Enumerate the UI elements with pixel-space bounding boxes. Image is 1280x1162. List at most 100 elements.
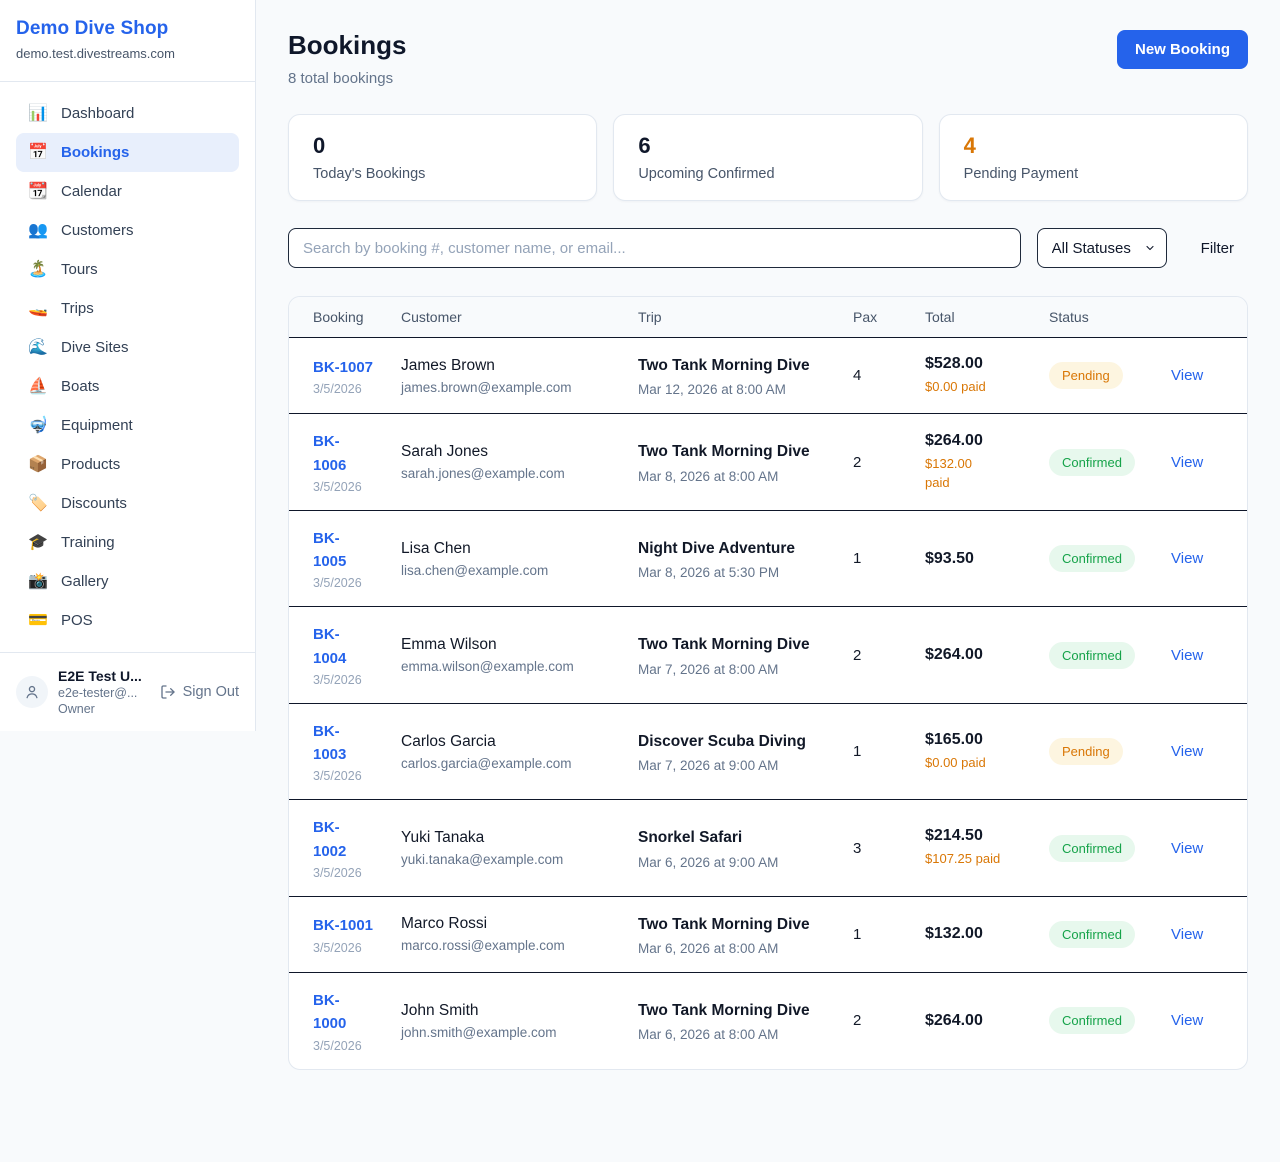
pax-count: 2 (853, 1012, 862, 1030)
sidebar-item-equipment[interactable]: 🤿 Equipment (28, 416, 133, 434)
status-select-wrap: All Statuses (1036, 228, 1167, 268)
stat-label: Today's Bookings (313, 166, 426, 182)
table-row: BK-1007 3/5/2026 James Brown james.brown… (289, 338, 1247, 414)
column-header-pax: Pax (853, 297, 925, 338)
booking-date: 3/5/2026 (313, 381, 362, 396)
view-link[interactable]: View (1171, 743, 1204, 760)
status-badge: Confirmed (1049, 1007, 1135, 1035)
search-input[interactable] (288, 228, 1021, 268)
filter-button[interactable]: Filter (1200, 239, 1234, 257)
sidebar-user-section: E2E Test U... e2e-tester@... Owner Sign … (0, 652, 255, 731)
page-title: Bookings (288, 30, 407, 60)
booking-date: 3/5/2026 (313, 576, 362, 591)
status-select[interactable]: All Statuses (1036, 228, 1167, 268)
total-amount: $264.00 (925, 431, 983, 449)
filter-bar: All Statuses Filter (288, 228, 1248, 268)
stat-card-upcoming-confirmed: 6 Upcoming Confirmed (613, 114, 923, 201)
calendar-icon: 📆 (28, 182, 48, 200)
bookings-calendar-icon: 📅 (28, 143, 48, 161)
pax-count: 1 (853, 925, 862, 943)
sidebar-item-calendar[interactable]: 📆 Calendar (28, 182, 122, 200)
status-badge: Confirmed (1049, 920, 1135, 948)
equipment-mask-icon: 🤿 (28, 416, 48, 434)
stat-value: 4 (963, 133, 976, 158)
paid-amount: $0.00 paid (925, 378, 986, 394)
sidebar-item-boats[interactable]: ⛵ Boats (28, 377, 100, 395)
sidebar-item-products[interactable]: 📦 Products (28, 455, 121, 473)
booking-id-link[interactable]: BK- 1004 (313, 626, 347, 667)
shop-domain: demo.test.divestreams.com (16, 46, 175, 61)
booking-id-link[interactable]: BK-1001 (313, 917, 374, 935)
shop-name: Demo Dive Shop (16, 18, 169, 39)
customer-email: james.brown@example.com (401, 379, 572, 395)
pax-count: 2 (853, 453, 862, 471)
pax-count: 1 (853, 743, 862, 760)
user-role: Owner (58, 702, 95, 716)
main-content: Bookings 8 total bookings New Booking 0 … (256, 0, 1280, 1094)
total-amount: $214.50 (925, 827, 983, 845)
user-icon (26, 685, 38, 699)
customer-email: john.smith@example.com (401, 1024, 557, 1040)
booking-id-link[interactable]: BK- 1002 (313, 819, 347, 860)
status-badge: Confirmed (1049, 641, 1135, 669)
booking-id-link[interactable]: BK- 1003 (313, 722, 347, 763)
booking-id-link[interactable]: BK- 1005 (313, 529, 347, 570)
view-link[interactable]: View (1171, 839, 1204, 857)
table-row: BK- 1000 3/5/2026 John Smith john.smith@e… (289, 972, 1247, 1069)
trip-name: Two Tank Morning Dive (638, 357, 810, 374)
dive-sites-wave-icon: 🌊 (28, 338, 48, 356)
trip-name: Snorkel Safari (638, 829, 743, 847)
sidebar-item-customers[interactable]: 👥 Customers (28, 221, 134, 239)
sidebar-item-discounts[interactable]: 🏷️ Discounts (28, 494, 127, 512)
sidebar-item-training[interactable]: 🎓 Training (28, 533, 115, 551)
sidebar-item-dive-sites[interactable]: 🌊 Dive Sites (28, 338, 129, 356)
status-badge: Confirmed (1049, 834, 1135, 862)
pax-count: 4 (853, 367, 862, 385)
sidebar-item-trips[interactable]: 🚤 Trips (28, 299, 94, 317)
trip-name: Discover Scuba Diving (638, 732, 806, 750)
view-link[interactable]: View (1171, 453, 1204, 471)
sidebar-item-bookings[interactable]: 📅 Bookings (16, 133, 239, 172)
sidebar-item-gallery[interactable]: 📸 Gallery (28, 572, 109, 590)
trip-datetime: Mar 12, 2026 at 8:00 AM (638, 382, 786, 398)
trip-name: Night Dive Adventure (638, 539, 796, 557)
bookings-count: 8 total bookings (288, 70, 394, 87)
customer-email: emma.wilson@example.com (401, 659, 574, 674)
trip-datetime: Mar 8, 2026 at 5:30 PM (638, 565, 780, 581)
customer-name: Sarah Jones (401, 443, 489, 460)
trip-datetime: Mar 6, 2026 at 8:00 AM (638, 1027, 779, 1043)
sign-out-label: Sign Out (182, 684, 239, 700)
view-link[interactable]: View (1171, 550, 1204, 567)
status-badge: Confirmed (1049, 545, 1135, 572)
bookings-table: Booking Customer Trip Pax Total Status B… (289, 297, 1247, 1069)
trip-datetime: Mar 6, 2026 at 9:00 AM (638, 854, 779, 870)
view-link[interactable]: View (1171, 646, 1204, 664)
total-amount: $93.50 (925, 549, 974, 567)
booking-date: 3/5/2026 (313, 940, 362, 955)
booking-id-link[interactable]: BK-1007 (313, 358, 374, 376)
stat-label: Upcoming Confirmed (638, 166, 775, 182)
tours-island-icon: 🏝️ (28, 260, 48, 278)
view-link[interactable]: View (1171, 367, 1204, 385)
new-booking-button[interactable]: New Booking (1116, 30, 1248, 69)
sidebar-item-dashboard[interactable]: 📊 Dashboard (28, 104, 135, 122)
booking-id-link[interactable]: BK- 1000 (313, 992, 347, 1033)
sidebar: Demo Dive Shop demo.test.divestreams.com… (0, 0, 256, 731)
sidebar-header: Demo Dive Shop demo.test.divestreams.com (0, 0, 255, 82)
sign-out-button[interactable]: Sign Out (160, 684, 239, 700)
table-row: BK-1001 3/5/2026 Marco Rossi marco.rossi… (289, 895, 1247, 973)
view-link[interactable]: View (1171, 1012, 1204, 1030)
view-link[interactable]: View (1171, 925, 1204, 943)
booking-id-link[interactable]: BK- 1006 (313, 433, 347, 474)
paid-amount: $0.00 paid (925, 754, 986, 770)
total-amount: $264.00 (925, 646, 983, 663)
sidebar-item-pos[interactable]: 💳 POS (28, 611, 93, 629)
sidebar-item-tours[interactable]: 🏝️ Tours (28, 260, 98, 278)
column-header-customer: Customer (401, 297, 638, 338)
pax-count: 3 (853, 839, 862, 857)
table-row: BK- 1002 3/5/2026 Yuki Tanaka yuki.tanaka… (289, 799, 1247, 897)
booking-date: 3/5/2026 (313, 769, 362, 784)
pax-count: 1 (853, 550, 862, 567)
stats-row: 0 Today's Bookings 6 Upcoming Confirmed … (288, 114, 1248, 201)
column-header-status: Status (1049, 297, 1171, 338)
